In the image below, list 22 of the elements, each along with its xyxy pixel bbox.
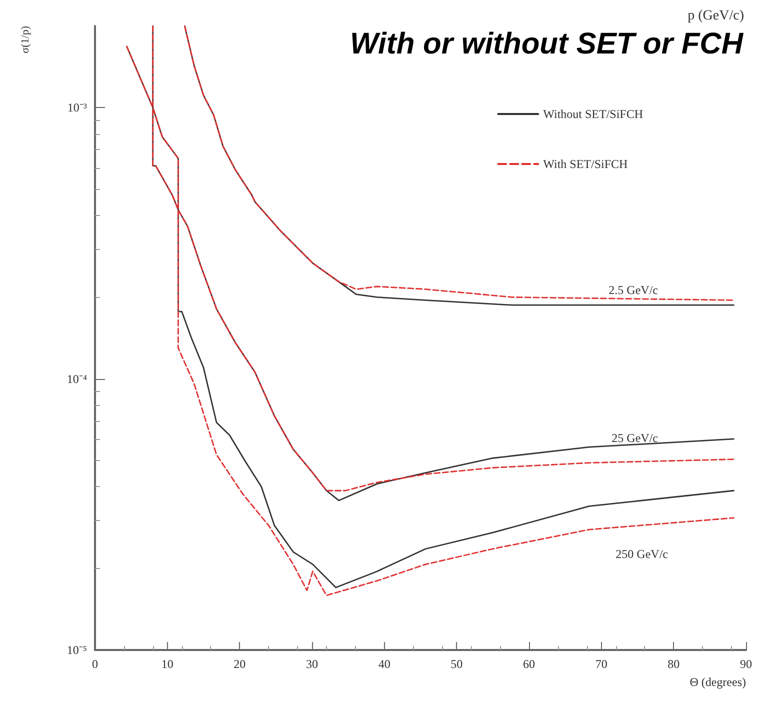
x-tick-label: 0 (92, 657, 98, 671)
annotation: 250 GeV/c (616, 547, 668, 561)
y-tick-label: 10⁻³ (67, 100, 88, 115)
y-tick-label: 10⁻⁴ (66, 372, 87, 386)
x-tick-label: 70 (595, 657, 608, 671)
x-tick-label: 40 (378, 657, 390, 671)
x-tick-label: 60 (523, 657, 535, 671)
x-tick-label: 20 (234, 657, 246, 671)
y-axis-title: σ(1/p) (20, 26, 32, 54)
x-axis-title: Θ (degrees) (690, 675, 746, 689)
annotation: 25 GeV/c (612, 431, 658, 445)
x-tick-label: 90 (740, 657, 752, 671)
legend-label: Without SET/SiFCH (543, 107, 644, 121)
annotation: 2.5 GeV/c (608, 283, 658, 297)
x-tick-label: 50 (450, 657, 463, 671)
text: p (GeV/c) (688, 8, 744, 24)
x-tick-label: 10 (161, 657, 174, 671)
x-tick-label: 80 (668, 657, 680, 671)
legend-label: With SET/SiFCH (543, 157, 628, 171)
y-tick-label: 10⁻⁵ (66, 643, 87, 657)
chart-title: With or without SET or FCH (350, 28, 744, 60)
x-tick-label: 30 (306, 657, 318, 671)
